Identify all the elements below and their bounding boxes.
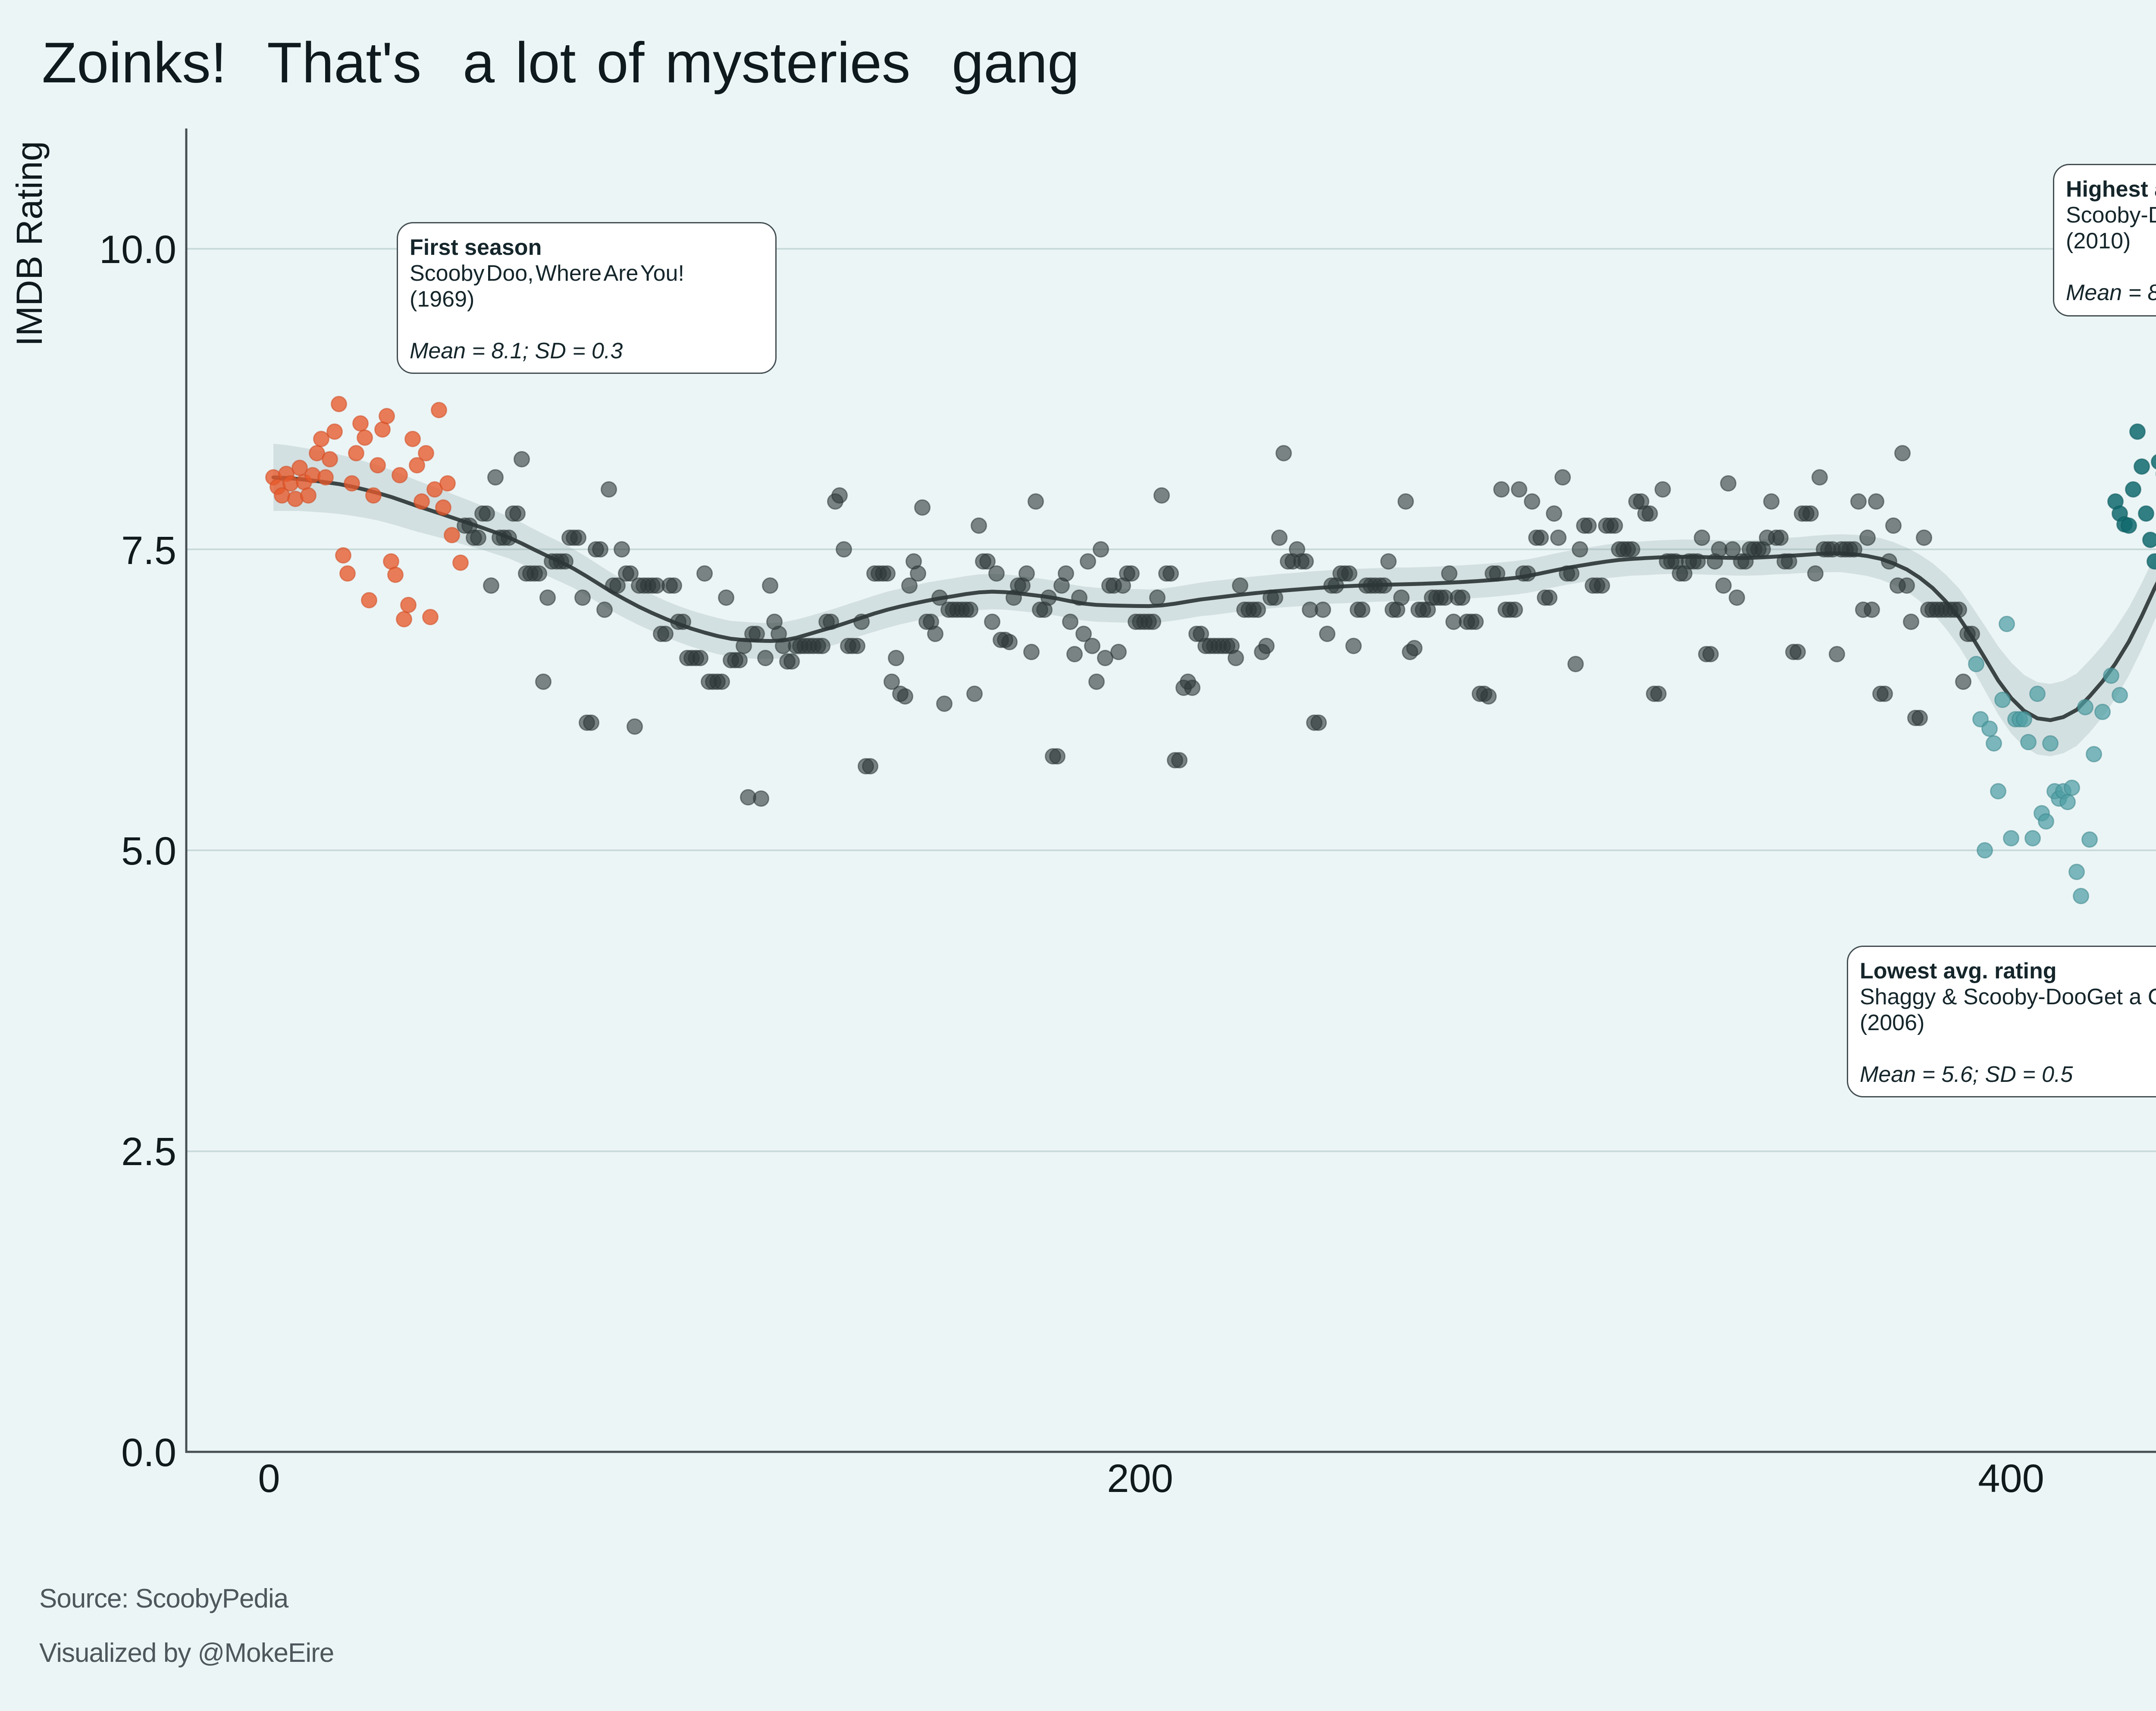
- svg-text:0: 0: [258, 1457, 280, 1501]
- svg-text:200: 200: [1107, 1457, 1173, 1501]
- svg-text:5.0: 5.0: [121, 829, 176, 873]
- svg-text:2.5: 2.5: [121, 1130, 176, 1174]
- svg-text:10.0: 10.0: [99, 228, 176, 272]
- svg-text:0.0: 0.0: [121, 1431, 176, 1475]
- svg-text:7.5: 7.5: [121, 529, 176, 573]
- svg-text:400: 400: [1978, 1457, 2044, 1501]
